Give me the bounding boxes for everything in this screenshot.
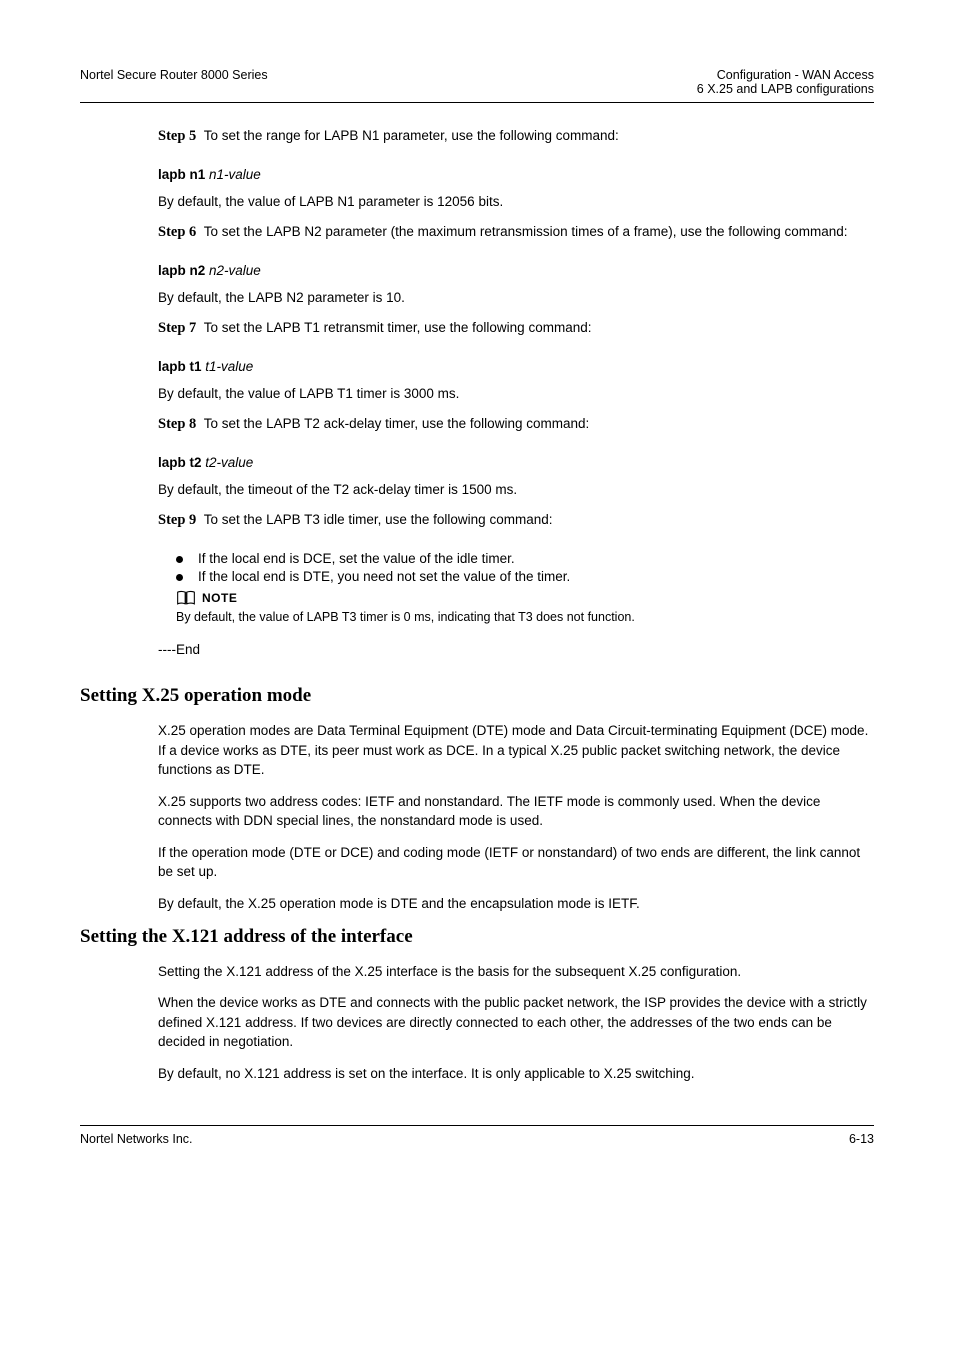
command-segment: lapb n2 xyxy=(158,263,205,278)
step-label: Step 6 xyxy=(158,224,196,240)
step9-bullet-list: If the local end is DCE, set the value o… xyxy=(80,551,874,584)
body-paragraph: If the operation mode (DTE or DCE) and c… xyxy=(80,843,874,882)
step-first-line: To set the LAPB T3 idle timer, use the f… xyxy=(200,512,552,527)
page-header: Nortel Secure Router 8000 Series Configu… xyxy=(80,68,874,96)
step-block: Step 7 To set the LAPB T1 retransmit tim… xyxy=(80,319,874,337)
note-label: NOTE xyxy=(202,591,237,605)
footer-right: 6-13 xyxy=(849,1132,874,1146)
command-segment: n1-value xyxy=(209,167,261,182)
step-first-line: To set the LAPB T2 ack-delay timer, use … xyxy=(200,416,589,431)
command-segment: n2-value xyxy=(209,263,261,278)
header-rule xyxy=(80,102,874,103)
footer-left: Nortel Networks Inc. xyxy=(80,1132,193,1146)
step-block: Step 5 To set the range for LAPB N1 para… xyxy=(80,127,874,145)
step-note: By default, the value of LAPB T1 timer i… xyxy=(80,386,874,401)
section-heading: Setting X.25 operation mode xyxy=(80,685,874,707)
command-segment: lapb n1 xyxy=(158,167,205,182)
body-paragraph: Setting the X.121 address of the X.25 in… xyxy=(80,962,874,982)
book-icon xyxy=(176,590,196,606)
command-segment: t1-value xyxy=(205,359,253,374)
note-text: By default, the value of LAPB T3 timer i… xyxy=(80,610,874,624)
note-block: NOTE xyxy=(80,590,874,606)
step-note: By default, the LAPB N2 parameter is 10. xyxy=(80,290,874,305)
header-right-top: Configuration - WAN Access xyxy=(697,68,874,82)
step-block: Step 9 To set the LAPB T3 idle timer, us… xyxy=(80,511,874,529)
footer-rule xyxy=(80,1125,874,1126)
command-segment: t2-value xyxy=(205,455,253,470)
step-label: Step 5 xyxy=(158,128,196,144)
command-line: lapb n2 n2-value xyxy=(80,263,874,278)
section-heading: Setting the X.121 address of the interfa… xyxy=(80,926,874,948)
command-line: lapb t1 t1-value xyxy=(80,359,874,374)
step-block: Step 6 To set the LAPB N2 parameter (the… xyxy=(80,223,874,241)
bullet-item: If the local end is DCE, set the value o… xyxy=(176,551,874,566)
header-left: Nortel Secure Router 8000 Series xyxy=(80,68,268,96)
step-block: Step 8 To set the LAPB T2 ack-delay time… xyxy=(80,415,874,433)
body-paragraph: By default, no X.121 address is set on t… xyxy=(80,1064,874,1084)
step-first-line: To set the LAPB N2 parameter (the maximu… xyxy=(200,224,847,239)
command-segment: lapb t2 xyxy=(158,455,202,470)
body-paragraph: By default, the X.25 operation mode is D… xyxy=(80,894,874,914)
body-paragraph: When the device works as DTE and connect… xyxy=(80,993,874,1052)
step-first-line: To set the LAPB T1 retransmit timer, use… xyxy=(200,320,591,335)
body-paragraph: X.25 operation modes are Data Terminal E… xyxy=(80,721,874,780)
end-marker: ----End xyxy=(80,642,874,657)
command-line: lapb t2 t2-value xyxy=(80,455,874,470)
step-note: By default, the timeout of the T2 ack-de… xyxy=(80,482,874,497)
step-label: Step 7 xyxy=(158,320,196,336)
step-note: By default, the value of LAPB N1 paramet… xyxy=(80,194,874,209)
step-label: Step 9 xyxy=(158,512,196,528)
step-first-line: To set the range for LAPB N1 parameter, … xyxy=(200,128,618,143)
body-paragraph: X.25 supports two address codes: IETF an… xyxy=(80,792,874,831)
header-right-bottom: 6 X.25 and LAPB configurations xyxy=(697,82,874,96)
command-line: lapb n1 n1-value xyxy=(80,167,874,182)
command-segment: lapb t1 xyxy=(158,359,202,374)
page-footer: Nortel Networks Inc. 6-13 xyxy=(80,1132,874,1146)
bullet-item: If the local end is DTE, you need not se… xyxy=(176,569,874,584)
step-label: Step 8 xyxy=(158,416,196,432)
